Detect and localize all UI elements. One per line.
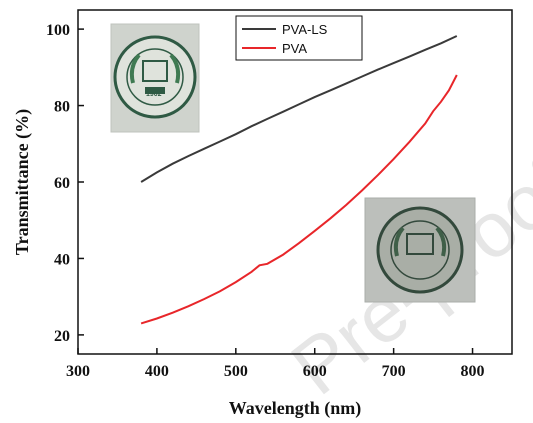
- x-tick-label: 700: [382, 363, 406, 380]
- y-tick-label: 40: [54, 251, 70, 268]
- axis-ticks: 300 400 500 600 700 800 20 40 60 80 100: [46, 22, 485, 380]
- x-tick-label: 800: [461, 363, 485, 380]
- x-axis-title: Wavelength (nm): [229, 398, 362, 419]
- y-tick-label: 100: [46, 22, 70, 39]
- y-tick-label: 60: [54, 175, 70, 192]
- y-tick-label: 20: [54, 328, 70, 345]
- inset-photo-pva: [364, 197, 476, 303]
- y-tick-label: 80: [54, 99, 70, 116]
- seal-year: 1902: [146, 91, 162, 98]
- legend-box: [235, 15, 363, 61]
- legend-label-pva: PVA: [282, 41, 307, 56]
- series-line-pva: [140, 74, 458, 325]
- university-seal-icon: [113, 35, 197, 119]
- inset-photo-pva-ls: 1902: [110, 23, 200, 133]
- university-seal-icon: [376, 206, 464, 294]
- series-layer: [140, 35, 458, 325]
- x-tick-label: 500: [224, 363, 248, 380]
- y-axis-title: Transmittance (%): [12, 109, 33, 255]
- x-tick-label: 300: [66, 363, 90, 380]
- x-tick-label: 400: [145, 363, 169, 380]
- legend: PVA-LS PVA: [235, 15, 363, 61]
- legend-label-pva-ls: PVA-LS: [282, 22, 328, 37]
- series-line-pva-ls: [140, 35, 458, 183]
- x-tick-label: 600: [303, 363, 327, 380]
